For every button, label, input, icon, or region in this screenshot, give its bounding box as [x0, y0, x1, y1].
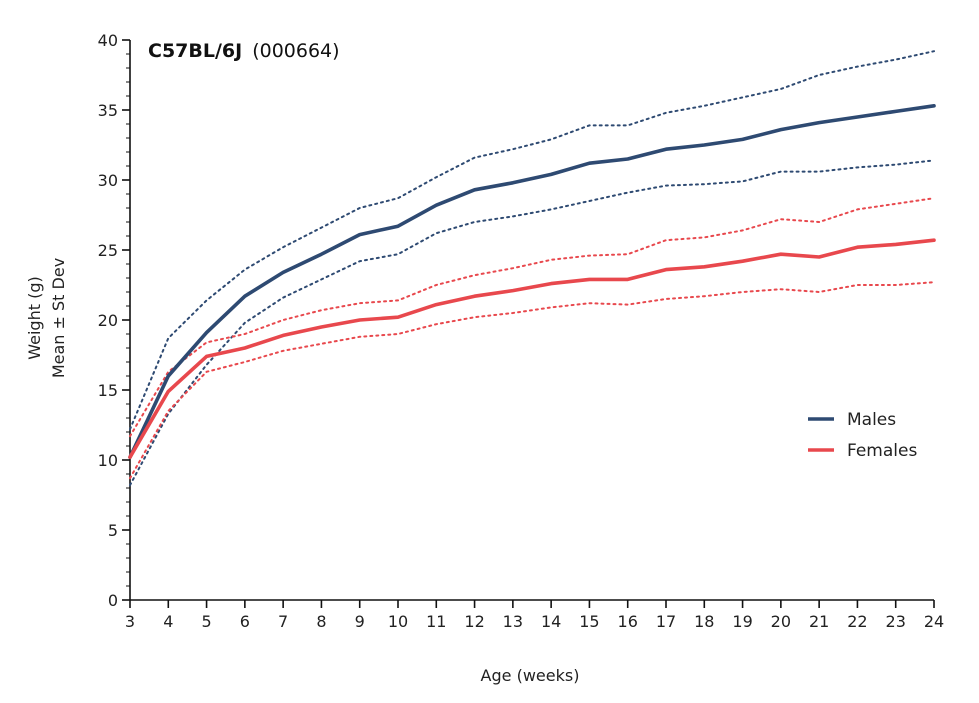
y-axis-label-line1: Weight (g) — [25, 276, 44, 359]
x-tick-label: 22 — [847, 612, 867, 631]
legend-label-females: Females — [847, 441, 917, 461]
chart-title-strain: C57BL/6J — [148, 40, 242, 62]
x-tick-label: 12 — [464, 612, 484, 631]
y-tick-label: 25 — [98, 241, 118, 260]
y-axis-label-line2: Mean ± St Dev — [49, 258, 68, 378]
y-tick-label: 20 — [98, 311, 118, 330]
females-upper-sd-line — [129, 197, 935, 438]
females-mean-line — [128, 238, 936, 460]
x-tick-label: 15 — [579, 612, 599, 631]
chart-title-stock-number: (000664) — [252, 40, 339, 62]
series-group — [128, 50, 936, 487]
legend: Males Females — [808, 410, 917, 461]
x-tick-label: 6 — [240, 612, 250, 631]
x-tick-label: 23 — [886, 612, 906, 631]
y-tick-label: 15 — [98, 381, 118, 400]
x-tick-label: 7 — [278, 612, 288, 631]
x-tick-label: 13 — [503, 612, 523, 631]
x-tick-label: 3 — [125, 612, 135, 631]
females-lower-sd-line — [129, 281, 935, 480]
legend-label-males: Males — [847, 410, 896, 430]
axes-group: 0 5 10 15 20 25 30 35 40 3 4 5 6 7 8 9 10 11 12 13 14 15 16 17 1… — [98, 31, 945, 631]
x-tick-label: 10 — [388, 612, 408, 631]
y-tick-label: 30 — [98, 171, 118, 190]
x-tick-label: 19 — [732, 612, 752, 631]
males-upper-sd-line — [129, 50, 935, 431]
y-tick-label: 0 — [108, 591, 118, 610]
chart-title: C57BL/6J (000664) — [148, 40, 340, 62]
x-tick-label: 5 — [201, 612, 211, 631]
x-tick-label: 16 — [618, 612, 638, 631]
x-axis-label: Age (weeks) — [481, 666, 580, 685]
x-tick-label: 8 — [316, 612, 326, 631]
males-lower-sd-line — [129, 159, 935, 487]
x-tick-label: 20 — [771, 612, 791, 631]
y-tick-label: 10 — [98, 451, 118, 470]
x-tick-label: 21 — [809, 612, 829, 631]
x-tick-label: 9 — [355, 612, 365, 631]
x-tick-label: 4 — [163, 612, 173, 631]
males-mean-line — [128, 104, 936, 460]
x-tick-label: 11 — [426, 612, 446, 631]
y-tick-label: 40 — [98, 31, 118, 50]
x-tick-label: 18 — [694, 612, 714, 631]
x-tick-label: 17 — [656, 612, 676, 631]
chart-title-group: C57BL/6J (000664) — [148, 40, 340, 62]
x-tick-label: 24 — [924, 612, 944, 631]
y-tick-label: 35 — [98, 101, 118, 120]
x-tick-label: 14 — [541, 612, 561, 631]
y-tick-label: 5 — [108, 521, 118, 540]
